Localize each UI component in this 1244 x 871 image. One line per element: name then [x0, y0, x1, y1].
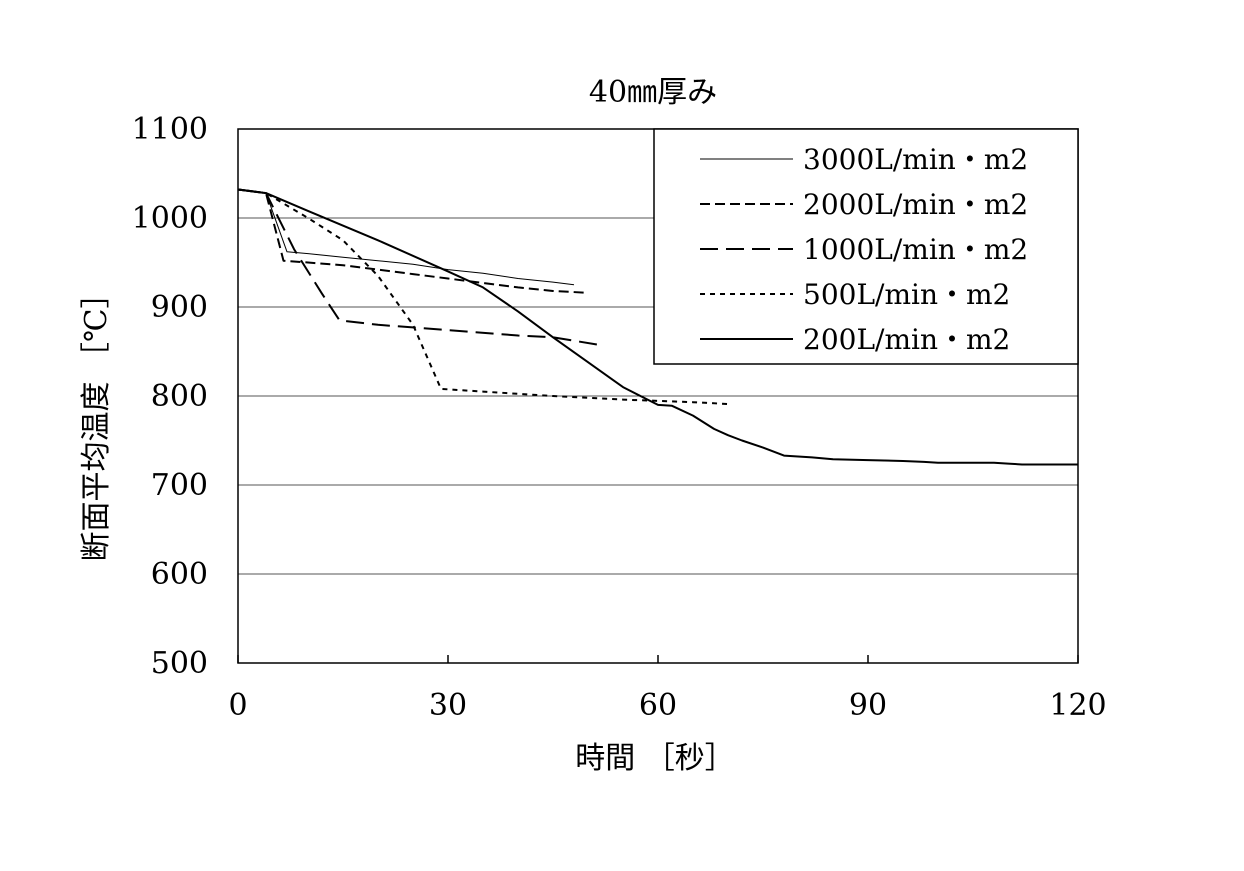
x-tick-label: 30 [429, 688, 467, 723]
y-tick-label: 700 [151, 468, 208, 503]
y-tick-label: 900 [151, 290, 208, 325]
y-tick-label: 1100 [132, 112, 208, 147]
y-axis-label: 断面平均温度 ［℃］ [79, 278, 114, 561]
y-tick-label: 600 [151, 557, 208, 592]
series-line-3 [237, 188, 603, 347]
tick-labels: 500 600 700 800 900 1000 1100 0 30 60 90 120 [132, 112, 1107, 723]
y-tick-label: 500 [151, 646, 208, 681]
series-line-5 [237, 188, 1078, 466]
x-tick-label: 90 [849, 688, 887, 723]
legend-label-2: 2000L/min・m2 [803, 188, 1028, 221]
legend-label-1: 3000L/min・m2 [803, 143, 1028, 176]
x-axis-label: 時間 ［秒］ [575, 741, 735, 776]
x-tick-label: 0 [228, 688, 247, 723]
x-tick-label: 120 [1049, 688, 1106, 723]
chart-title: 40㎜厚み [589, 75, 717, 110]
series-line-2 [237, 188, 589, 294]
legend-box [653, 128, 1079, 365]
series-line-4 [237, 188, 729, 405]
legend-label-5: 200L/min・m2 [803, 323, 1010, 356]
axis-ticks [237, 655, 1079, 663]
legend: 3000L/min・m2 2000L/min・m2 1000L/min・m2 500L… [653, 128, 1079, 365]
legend-label-3: 1000L/min・m2 [803, 233, 1028, 266]
series-line-1 [237, 189, 575, 286]
legend-label-4: 500L/min・m2 [803, 278, 1010, 311]
x-tick-label: 60 [639, 688, 677, 723]
y-tick-label: 1000 [132, 201, 208, 236]
series-lines [237, 188, 1078, 466]
y-tick-label: 800 [151, 379, 208, 414]
